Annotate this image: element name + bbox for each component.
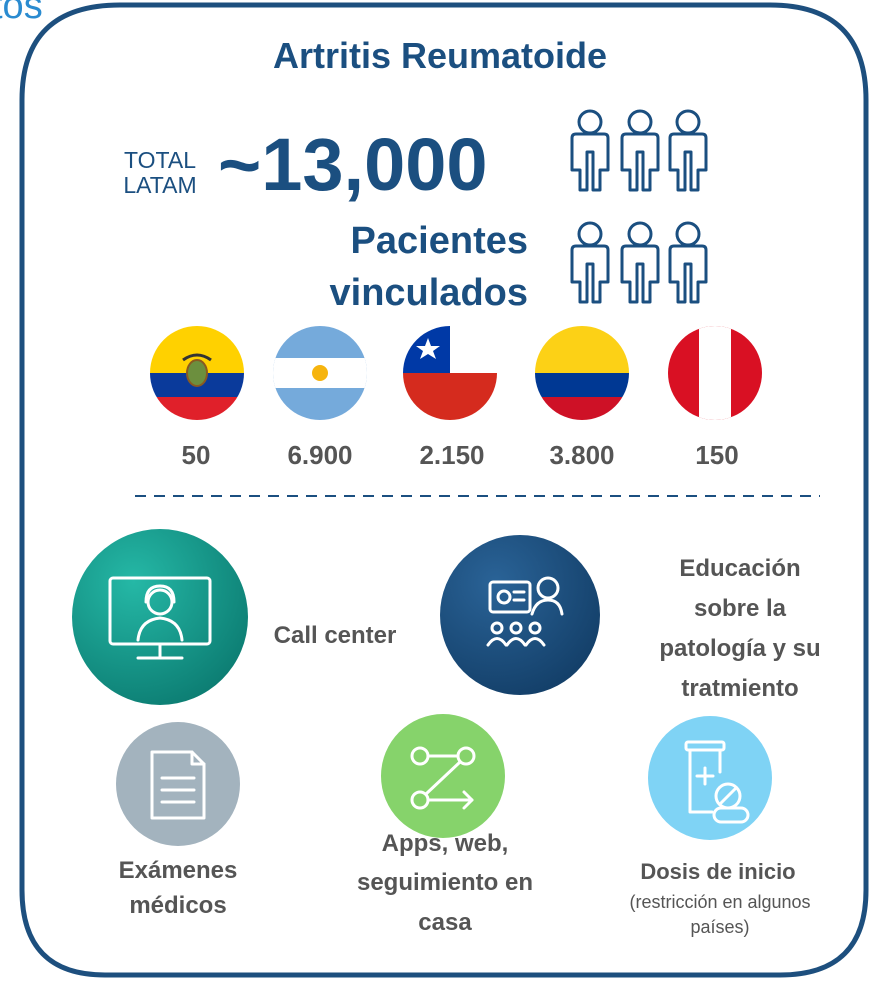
education-icon (440, 535, 600, 695)
service-note: países) (690, 917, 749, 937)
flag-ecuador (150, 326, 244, 420)
total-label: LATAM (123, 172, 196, 198)
service-label: casa (418, 909, 472, 936)
service-label: sobre la (694, 595, 787, 622)
flag-chile (403, 326, 497, 420)
dose-glyph (684, 740, 750, 824)
service-label: patología y su (659, 635, 820, 662)
country-count: 150 (695, 440, 738, 470)
service-label: Dosis de inicio (640, 859, 795, 884)
flag-peru (668, 326, 762, 420)
flag-colombia (535, 326, 629, 420)
call-center-glyph (108, 576, 212, 660)
country-count: 6.900 (287, 440, 352, 470)
total-label: TOTAL (124, 147, 196, 173)
service-label: Educación (679, 555, 800, 582)
header-fragment: tos (0, 0, 43, 27)
education-glyph (486, 576, 564, 647)
frame (19, 2, 869, 978)
dose-icon (648, 716, 772, 840)
exams-glyph (150, 750, 206, 820)
service-label: Call center (274, 622, 397, 649)
service-label: seguimiento en (357, 869, 533, 896)
service-label: tratmiento (681, 675, 798, 702)
service-label: Apps, web, (382, 830, 509, 857)
total-value: ~13,000 (218, 123, 488, 206)
exams-icon (116, 722, 240, 846)
country-count: 50 (182, 440, 211, 470)
country-count: 2.150 (419, 440, 484, 470)
country-count: 3.800 (549, 440, 614, 470)
service-label: médicos (129, 892, 226, 919)
service-label: Exámenes (119, 857, 238, 884)
flag-argentina (273, 326, 367, 420)
title: Artritis Reumatoide (273, 35, 607, 76)
service-note: (restricción en algunos (629, 892, 810, 912)
total-caption: Pacientes (351, 220, 528, 262)
total-caption: vinculados (330, 272, 529, 314)
apps-glyph (410, 746, 476, 810)
people-icons (570, 109, 708, 304)
